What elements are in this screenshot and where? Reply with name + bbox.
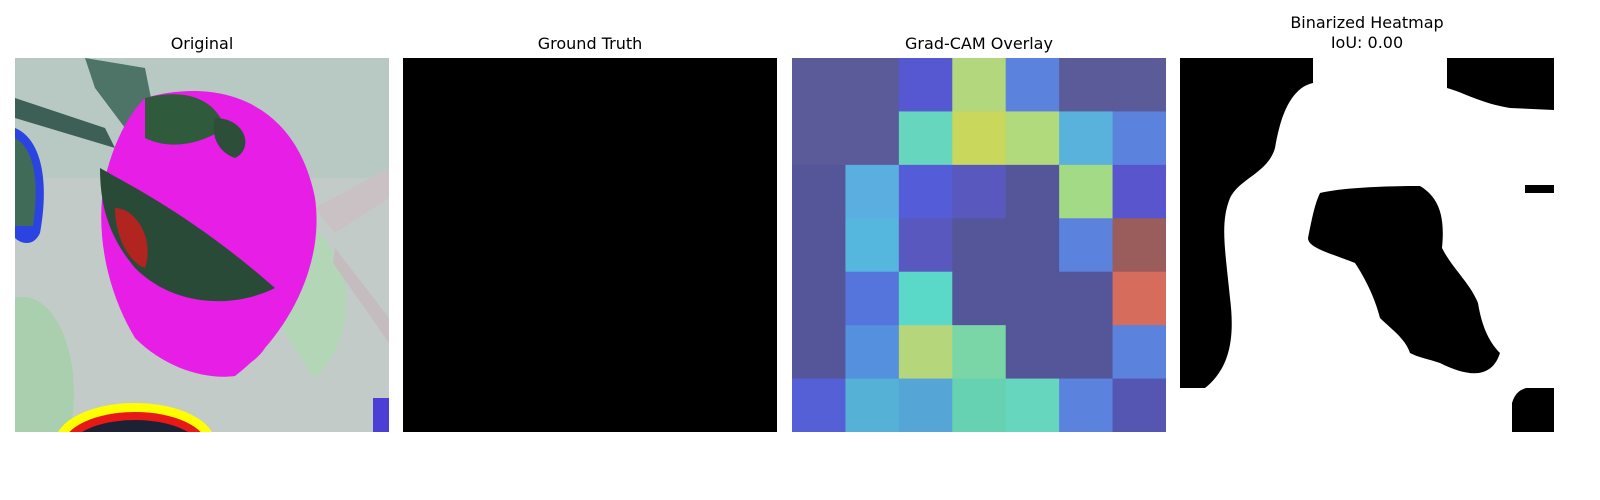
gradcam-cell (1059, 325, 1114, 380)
gradcam-cell (792, 58, 846, 112)
binarized-heatmap-mask (1180, 58, 1554, 432)
heatmap-iou-label: IoU: 0.00 (1330, 33, 1404, 52)
gradcam-cell (898, 58, 953, 112)
gradcam-cell (1005, 378, 1060, 432)
gradcam-cell (1112, 58, 1166, 112)
panel-title-ground-truth: Ground Truth (537, 34, 643, 53)
binarized-heatmap (1180, 58, 1554, 432)
gradcam-cell (952, 164, 1007, 219)
panel-title-original: Original (170, 34, 234, 53)
gradcam-cell (1112, 271, 1166, 326)
gradcam-cell (1112, 218, 1166, 273)
gradcam-cell (1059, 218, 1114, 273)
gradcam-cell (1005, 58, 1060, 112)
red-spots (115, 208, 148, 268)
gradcam-cell (952, 58, 1007, 112)
gradcam-cell (1112, 164, 1166, 219)
gradcam-cell (1005, 271, 1060, 326)
main-leaf (101, 91, 317, 377)
original-image (15, 58, 389, 432)
gradcam-cell (792, 218, 846, 273)
gradcam-cell (845, 164, 900, 219)
gradcam-cell (952, 378, 1007, 432)
branch-lower (333, 248, 389, 343)
mask-region-center (1308, 186, 1500, 374)
original-leaf-illustration (15, 58, 389, 432)
ground-truth-mask (403, 58, 777, 432)
gradcam-cell (898, 111, 953, 166)
gradcam-cell (1005, 164, 1060, 219)
left-leaf (15, 138, 36, 226)
gradcam-cell (845, 218, 900, 273)
gradcam-cell (898, 271, 953, 326)
gradcam-cell (1005, 218, 1060, 273)
mask-region-top-right (1447, 58, 1554, 110)
gradcam-cell (792, 271, 846, 326)
gradcam-cell (898, 218, 953, 273)
gradcam-cell (1005, 111, 1060, 166)
gradcam-cell (1059, 271, 1114, 326)
leaf-tip (165, 298, 265, 372)
gradcam-cell (845, 111, 900, 166)
gradcam-cell (1112, 111, 1166, 166)
gradcam-cell (1059, 378, 1114, 432)
gradcam-cell (952, 325, 1007, 380)
panel-title-gradcam: Grad-CAM Overlay (905, 34, 1053, 53)
gradcam-cell (1059, 58, 1114, 112)
gradcam-cell (952, 218, 1007, 273)
corner-blue (373, 398, 389, 432)
mask-region-bottom-right (1512, 388, 1554, 432)
mask-region-right-bar (1525, 185, 1554, 193)
mask-region-left (1180, 58, 1313, 388)
gradcam-cell (792, 164, 846, 219)
gradcam-cell (898, 378, 953, 432)
gradcam-cell (1059, 111, 1114, 166)
blob-dark (82, 420, 188, 432)
gradcam-cell (845, 378, 900, 432)
gradcam-cell (792, 325, 846, 380)
gradcam-cell (952, 111, 1007, 166)
stem (15, 98, 115, 148)
gradcam-cell (1112, 325, 1166, 380)
gradcam-cell (1005, 325, 1060, 380)
leaf-patch-right (213, 118, 246, 158)
leaf-patch-diagonal (100, 168, 275, 302)
gradcam-cell (898, 325, 953, 380)
gradcam-cell (845, 271, 900, 326)
branch (315, 168, 389, 233)
gradcam-overlay (792, 58, 1166, 432)
leaf-patch-top (145, 94, 225, 145)
gradcam-cell (792, 378, 846, 432)
gradcam-cell (792, 111, 846, 166)
bg-leaf-left (15, 297, 74, 432)
gradcam-cell (952, 271, 1007, 326)
gradcam-cell (845, 325, 900, 380)
gradcam-cell (1059, 164, 1114, 219)
gradcam-cell (845, 58, 900, 112)
heatmap-title-line1: Binarized Heatmap (1290, 13, 1444, 32)
gradcam-cell (1112, 378, 1166, 432)
gradcam-grid (792, 58, 1166, 432)
panel-title-heatmap: Binarized Heatmap IoU: 0.00 (1180, 13, 1554, 53)
gradcam-cell (898, 164, 953, 219)
